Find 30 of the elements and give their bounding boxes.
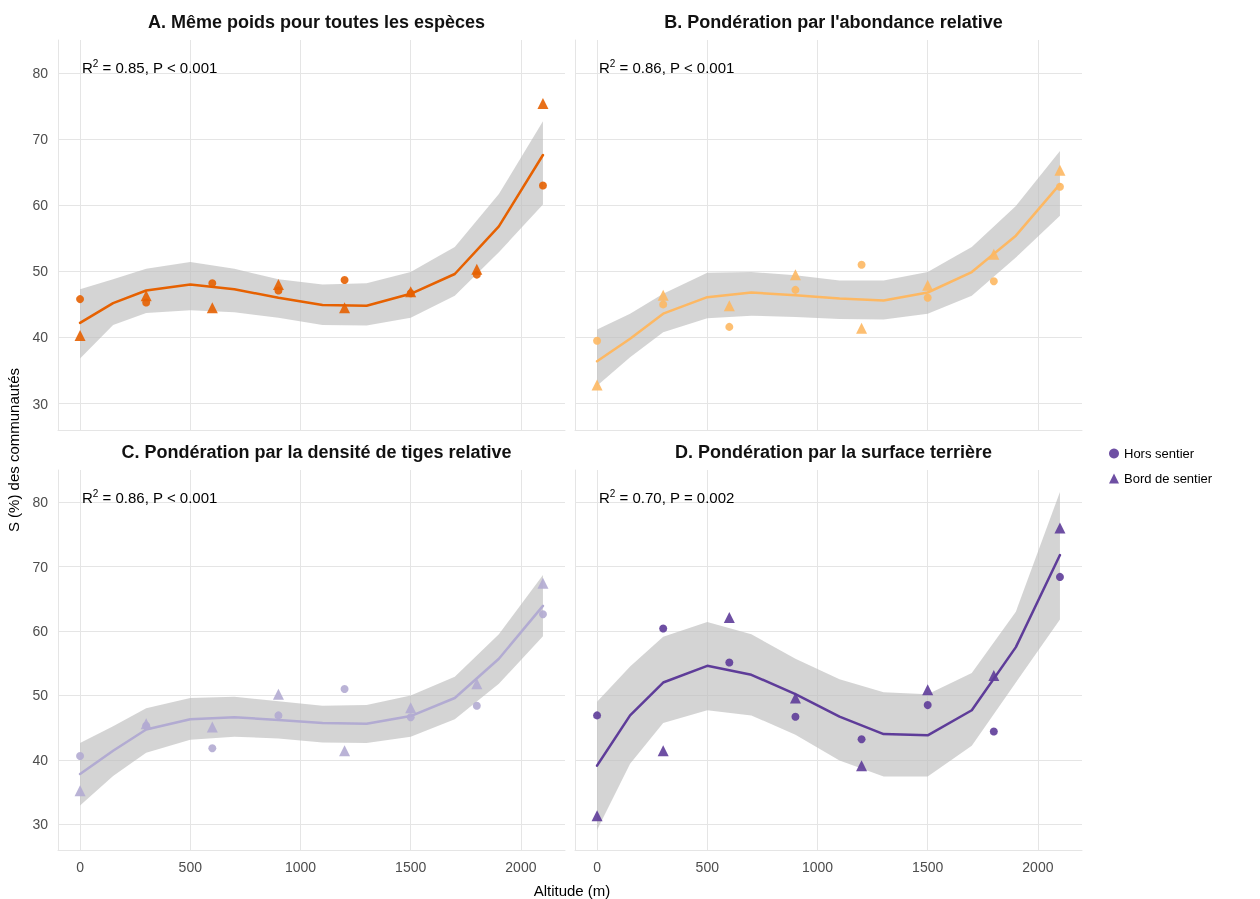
y-tick-label: 60 [32, 623, 49, 640]
x-tick-label: 1500 [395, 859, 427, 875]
y-tick-label: 60 [32, 197, 49, 214]
legend-label: Hors sentier [1124, 446, 1195, 461]
x-axis-title: Altitude (m) [533, 881, 611, 899]
x-tick-label: 0 [76, 859, 85, 875]
x-tick-label: 2000 [1022, 859, 1054, 875]
y-tick-label: 40 [32, 329, 49, 346]
y-tick-label: 30 [32, 395, 49, 412]
y-tick-label: 70 [32, 558, 49, 575]
chart-title: C. Pondération par la densité de tiges relative [121, 442, 512, 462]
y-tick-label: 80 [32, 65, 49, 82]
legend-label: Bord de sentier [1124, 471, 1213, 486]
x-tick-label: 1500 [912, 859, 944, 875]
x-tick-label: 500 [178, 859, 203, 875]
x-tick-label: 1000 [284, 859, 317, 875]
x-tick-label: 0 [593, 859, 602, 875]
chart-title: D. Pondération par la surface terrière [674, 442, 993, 462]
y-axis-title: S (%) des communautés [4, 367, 22, 533]
y-tick-label: 50 [32, 687, 49, 704]
x-tick-label: 1000 [801, 859, 834, 875]
chart-title: A. Même poids pour toutes les espèces [147, 12, 486, 32]
y-tick-label: 40 [32, 751, 49, 768]
x-tick-label: 500 [695, 859, 720, 875]
y-tick-label: 70 [32, 131, 49, 148]
y-tick-label: 80 [32, 494, 49, 511]
chart-title: B. Pondération par l'abondance relative [664, 12, 1003, 32]
y-tick-label: 30 [32, 816, 49, 833]
y-tick-label: 50 [32, 263, 49, 280]
x-tick-label: 2000 [505, 859, 537, 875]
